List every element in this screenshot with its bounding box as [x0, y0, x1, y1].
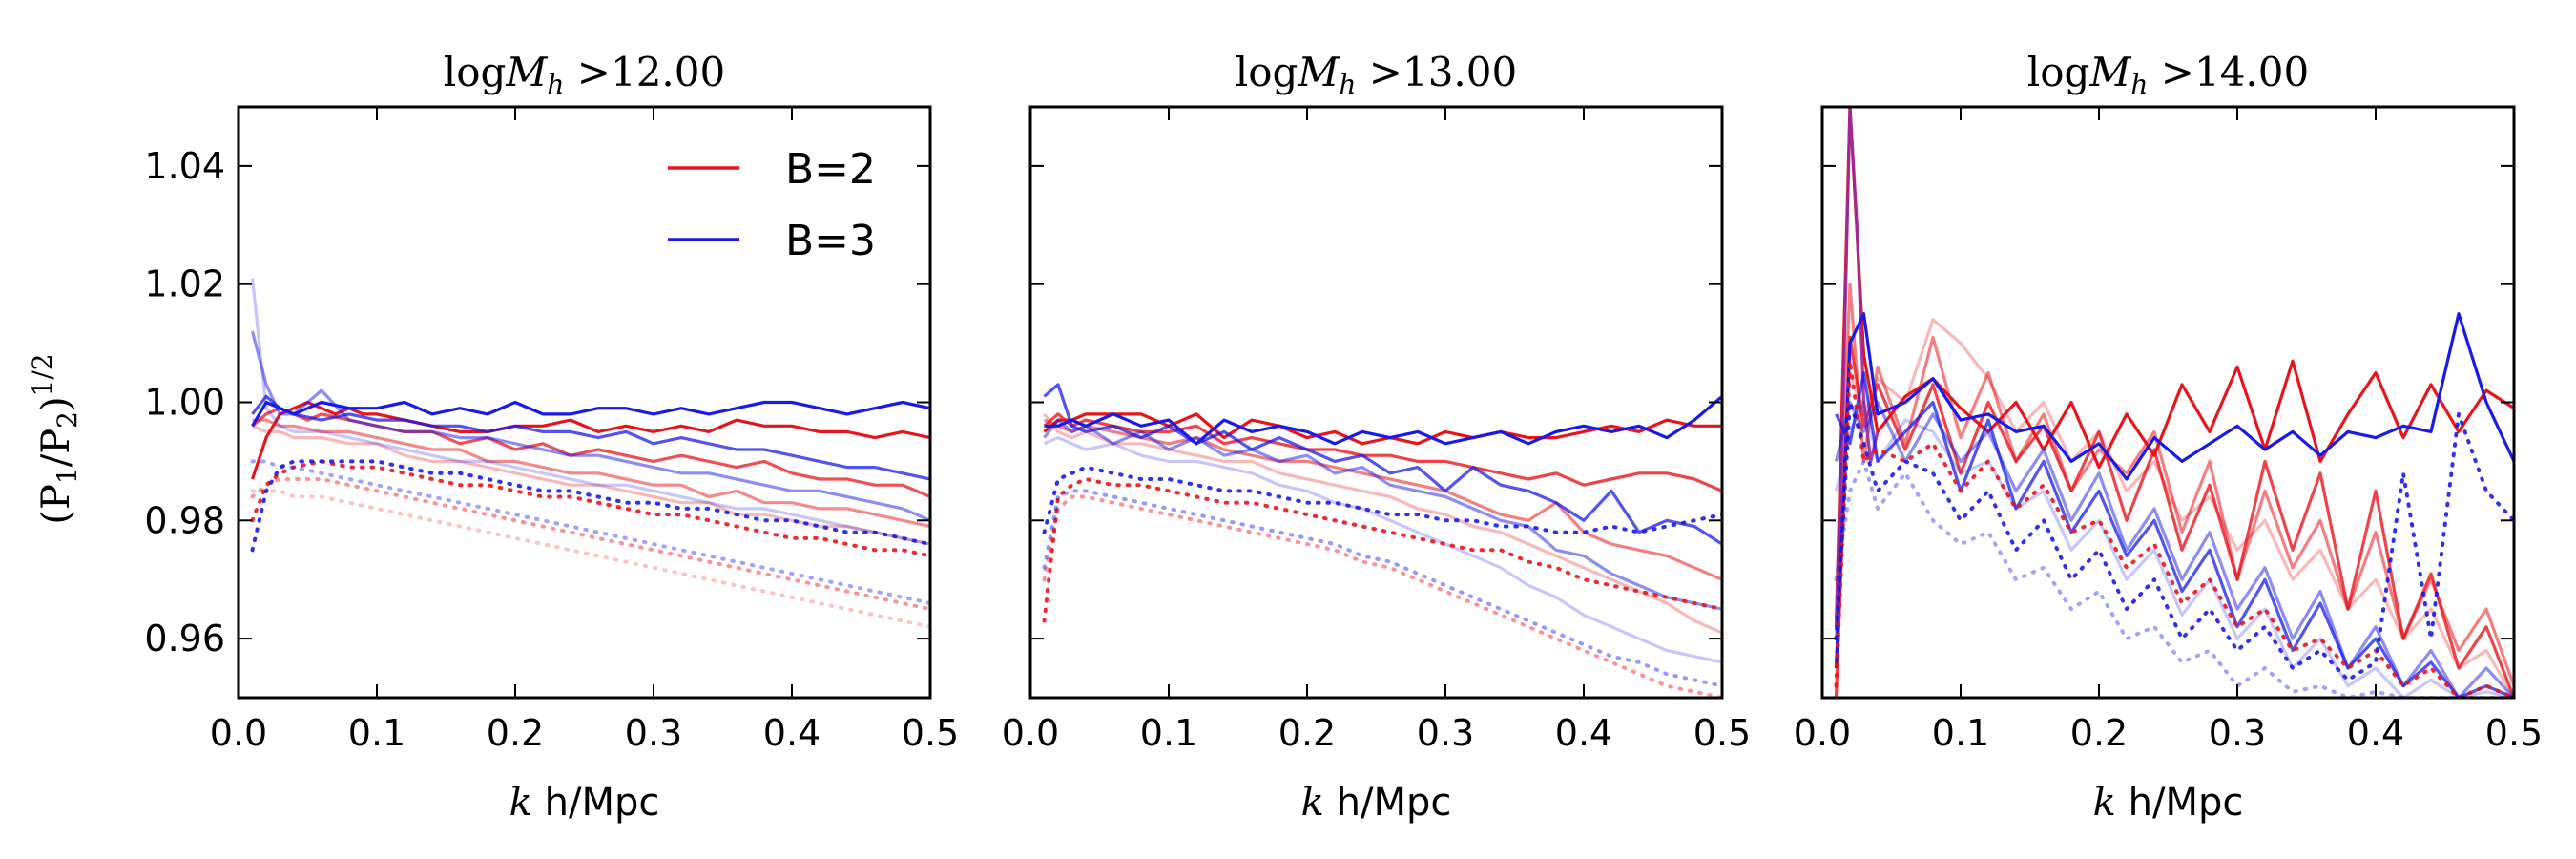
panel-title: logMh >13.00: [1236, 49, 1517, 100]
series-line: [250, 459, 930, 558]
series-line: [252, 418, 930, 529]
series-line: [1043, 418, 1722, 611]
series-line: [250, 400, 930, 480]
x-tick-label: 0.3: [1417, 712, 1474, 754]
series-line: [1834, 107, 1880, 627]
x-tick-label: 0.1: [1140, 712, 1197, 754]
series-line: [1043, 383, 1722, 546]
series-line: [250, 477, 930, 612]
series-line: [251, 400, 930, 428]
plot-frame: [1028, 105, 1724, 700]
x-tick-label: 0.5: [902, 712, 959, 754]
legend-label: B=2: [785, 145, 876, 194]
series-line: [1834, 318, 2514, 698]
series-line: [251, 394, 930, 481]
x-tick-label: 0.4: [763, 712, 821, 754]
panel-3: 0.0 0.1 0.2 0.3 0.4 0.5 logMh >14.00 k h/Mpc: [1794, 49, 2543, 825]
series-line: [1834, 283, 2514, 687]
series-line: [1834, 400, 2514, 698]
y-tick-label: 1.00: [144, 382, 225, 424]
y-tick-label: 1.02: [144, 263, 225, 305]
series-line: [1042, 494, 1722, 698]
x-axis-label: k h/Mpc: [509, 781, 660, 825]
x-tick-label: 0.1: [348, 712, 405, 754]
panel-title: logMh >14.00: [2027, 49, 2309, 100]
legend-label: B=3: [785, 217, 876, 265]
y-tick-label: 1.04: [144, 145, 225, 187]
series-group: [250, 278, 930, 629]
x-tick-label: 0.3: [625, 712, 682, 754]
series-group: [1042, 383, 1722, 698]
y-axis-label: (P1/P2)1/2: [27, 353, 83, 524]
x-tick-label: 0.0: [1002, 712, 1059, 754]
series-line: [1043, 436, 1722, 664]
series-line: [1834, 400, 2514, 698]
panel-1: 0.0 0.1 0.2 0.3 0.4 0.5 0.96 0.98 1.00 1.02 1.04 lo…: [144, 49, 959, 825]
x-axis-label: k h/Mpc: [1301, 781, 1452, 825]
series-line: [250, 278, 930, 546]
x-tick-label: 0.5: [1693, 712, 1751, 754]
series-line: [1834, 335, 2514, 698]
x-tick-label: 0.0: [210, 712, 267, 754]
series-line: [1834, 107, 2514, 627]
series-line: [251, 424, 930, 546]
x-tick-label: 0.2: [1278, 712, 1336, 754]
series-line: [1043, 412, 1722, 635]
series-line: [1042, 477, 1722, 623]
series-line: [250, 330, 930, 522]
plot-frame: [237, 105, 932, 700]
y-tick-label: 0.98: [144, 499, 225, 541]
x-tick-label: 0.0: [1794, 712, 1851, 754]
x-tick-label: 0.2: [487, 712, 544, 754]
series-line: [1042, 489, 1722, 688]
y-tick-label: 0.96: [144, 618, 225, 660]
x-tick-label: 0.5: [2485, 712, 2543, 754]
series-line: [250, 459, 930, 605]
series-line: [250, 459, 930, 553]
legend: B=2B=3: [668, 145, 876, 265]
x-tick-label: 0.4: [1555, 712, 1612, 754]
x-axis-label: k h/Mpc: [2093, 781, 2244, 825]
x-tick-label: 0.2: [2070, 712, 2128, 754]
series-line: [1044, 395, 1722, 446]
panel-title: logMh >12.00: [444, 49, 725, 100]
series-line: [1834, 400, 2514, 682]
series-line: [1834, 459, 2514, 698]
x-tick-label: 0.1: [1932, 712, 1989, 754]
series-group: [1834, 107, 2514, 698]
series-line: [1043, 412, 1722, 446]
x-tick-label: 0.4: [2347, 712, 2404, 754]
series-line: [1834, 359, 2514, 698]
panel-2: 0.0 0.1 0.2 0.3 0.4 0.5 logMh >13.00 k h/Mpc: [1002, 49, 1751, 825]
series-line: [250, 489, 930, 629]
series-line: [1043, 418, 1722, 581]
series-line: [1042, 465, 1722, 534]
series-line: [1835, 371, 2514, 698]
x-tick-label: 0.3: [2209, 712, 2266, 754]
series-line: [1834, 312, 2514, 669]
panels: 0.0 0.1 0.2 0.3 0.4 0.5 0.96 0.98 1.00 1.02 1.04 lo…: [144, 49, 2543, 825]
